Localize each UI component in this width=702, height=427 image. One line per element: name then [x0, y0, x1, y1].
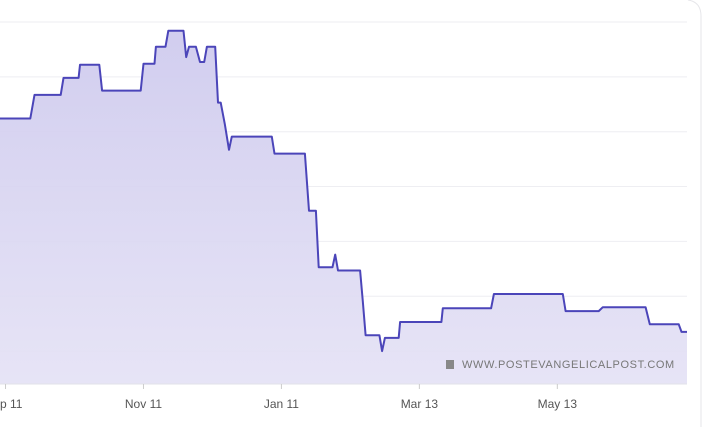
line	[0, 29, 687, 353]
card-edge	[687, 0, 702, 427]
x-tick-label: Jan 11	[264, 397, 299, 411]
watermark-text: WWW.POSTEVANGELICALPOST.COM	[462, 359, 675, 371]
x-tick-label: Mar 13	[401, 397, 439, 411]
x-tick-label: Nov 11	[125, 397, 162, 411]
area	[0, 30, 687, 385]
watermark: WWW.POSTEVANGELICALPOST.COM	[446, 359, 675, 371]
x-tick-label: May 13	[538, 397, 578, 411]
watermark-icon	[446, 360, 454, 369]
x-tick-label: p 11	[0, 397, 23, 411]
